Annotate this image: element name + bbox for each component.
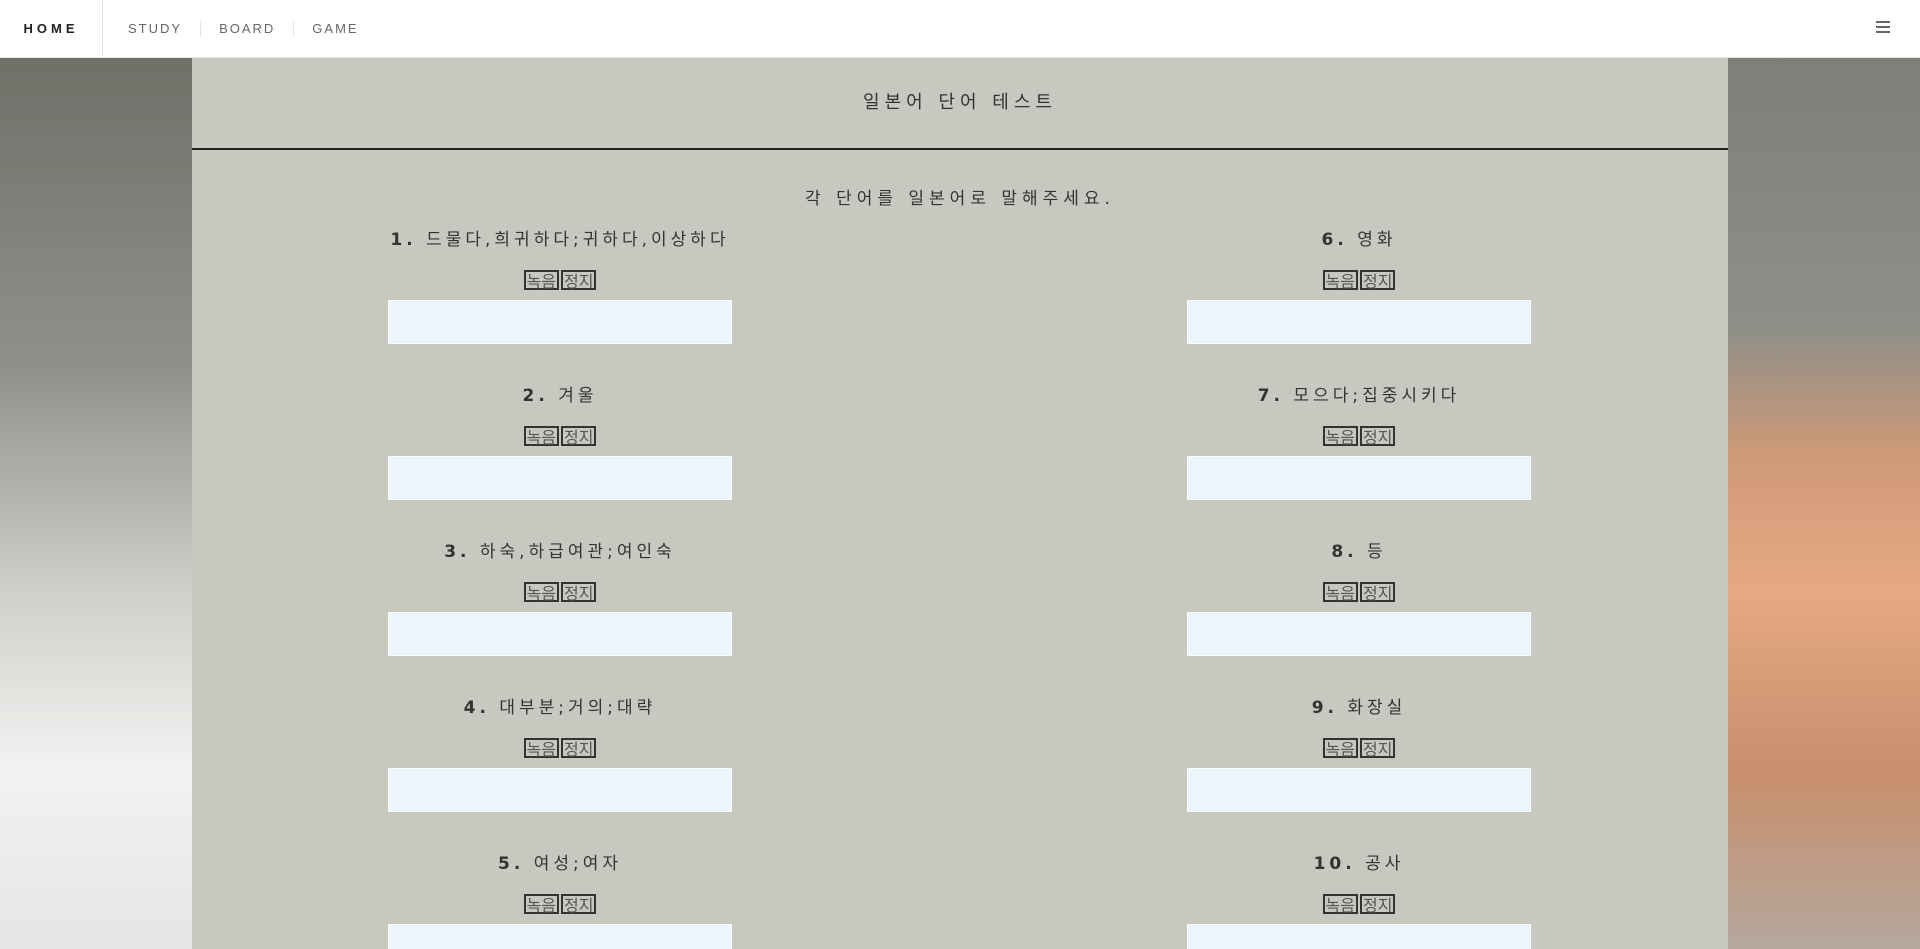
nav-links: STUDY BOARD GAME	[110, 0, 377, 57]
question-item: 7. 모으다;집중시키다 녹음 정지	[1139, 384, 1579, 500]
question-item: 6. 영화 녹음 정지	[1139, 228, 1579, 344]
stop-button[interactable]: 정지	[561, 894, 597, 915]
record-button[interactable]: 녹음	[1322, 426, 1358, 447]
nav-home-link[interactable]: HOME	[0, 0, 103, 57]
question-item: 5. 여성;여자 녹음 정지	[340, 852, 780, 949]
record-button[interactable]: 녹음	[1322, 738, 1358, 759]
question-item: 9. 화장실 녹음 정지	[1139, 696, 1579, 812]
question-label: 2. 겨울	[522, 386, 598, 406]
record-button[interactable]: 녹음	[523, 426, 559, 447]
question-label: 7. 모으다;집중시키다	[1257, 386, 1461, 406]
question-label: 9. 화장실	[1311, 698, 1407, 718]
test-panel: 일본어 단어 테스트 각 단어를 일본어로 말해주세요. 1. 드물다,희귀하다…	[192, 58, 1728, 949]
question-label: 5. 여성;여자	[498, 854, 622, 874]
question-label: 3. 하숙,하급여관;여인숙	[444, 542, 676, 562]
question-label: 6. 영화	[1321, 230, 1397, 250]
answer-input[interactable]	[388, 612, 732, 656]
answer-input[interactable]	[1187, 612, 1531, 656]
answer-input[interactable]	[388, 924, 732, 949]
question-label: 1. 드물다,희귀하다;귀하다,이상하다	[390, 230, 730, 250]
stop-button[interactable]: 정지	[561, 582, 597, 603]
stop-button[interactable]: 정지	[1360, 738, 1396, 759]
nav-game-link[interactable]: GAME	[293, 20, 376, 37]
background-left	[0, 58, 192, 949]
answer-input[interactable]	[1187, 924, 1531, 949]
page-title: 일본어 단어 테스트	[863, 92, 1057, 113]
question-item: 10. 공사 녹음 정지	[1139, 852, 1579, 949]
answer-input[interactable]	[1187, 300, 1531, 344]
title-divider	[192, 148, 1728, 150]
answer-input[interactable]	[388, 300, 732, 344]
stop-button[interactable]: 정지	[1360, 582, 1396, 603]
answer-input[interactable]	[388, 456, 732, 500]
stop-button[interactable]: 정지	[1360, 894, 1396, 915]
record-button[interactable]: 녹음	[1322, 582, 1358, 603]
instruction-text: 각 단어를 일본어로 말해주세요.	[805, 189, 1115, 209]
record-button[interactable]: 녹음	[523, 582, 559, 603]
question-item: 2. 겨울 녹음 정지	[340, 384, 780, 500]
answer-input[interactable]	[1187, 456, 1531, 500]
stop-button[interactable]: 정지	[561, 738, 597, 759]
question-item: 4. 대부분;거의;대략 녹음 정지	[340, 696, 780, 812]
question-item: 3. 하숙,하급여관;여인숙 녹음 정지	[340, 540, 780, 656]
stop-button[interactable]: 정지	[1360, 426, 1396, 447]
record-button[interactable]: 녹음	[1322, 894, 1358, 915]
question-label: 8. 등	[1331, 542, 1387, 562]
nav-board-link[interactable]: BOARD	[200, 20, 293, 37]
answer-input[interactable]	[1187, 768, 1531, 812]
record-button[interactable]: 녹음	[523, 894, 559, 915]
stop-button[interactable]: 정지	[561, 270, 597, 291]
hamburger-menu-icon[interactable]	[1876, 16, 1896, 38]
record-button[interactable]: 녹음	[523, 270, 559, 291]
record-button[interactable]: 녹음	[523, 738, 559, 759]
answer-input[interactable]	[388, 768, 732, 812]
background-right	[1728, 58, 1920, 949]
stop-button[interactable]: 정지	[1360, 270, 1396, 291]
nav-study-link[interactable]: STUDY	[128, 20, 183, 36]
question-item: 1. 드물다,희귀하다;귀하다,이상하다 녹음 정지	[340, 228, 780, 344]
question-label: 4. 대부분;거의;대략	[463, 698, 657, 718]
record-button[interactable]: 녹음	[1322, 270, 1358, 291]
stop-button[interactable]: 정지	[561, 426, 597, 447]
question-item: 8. 등 녹음 정지	[1139, 540, 1579, 656]
navbar: HOME STUDY BOARD GAME	[0, 0, 1920, 58]
question-label: 10. 공사	[1313, 854, 1405, 874]
